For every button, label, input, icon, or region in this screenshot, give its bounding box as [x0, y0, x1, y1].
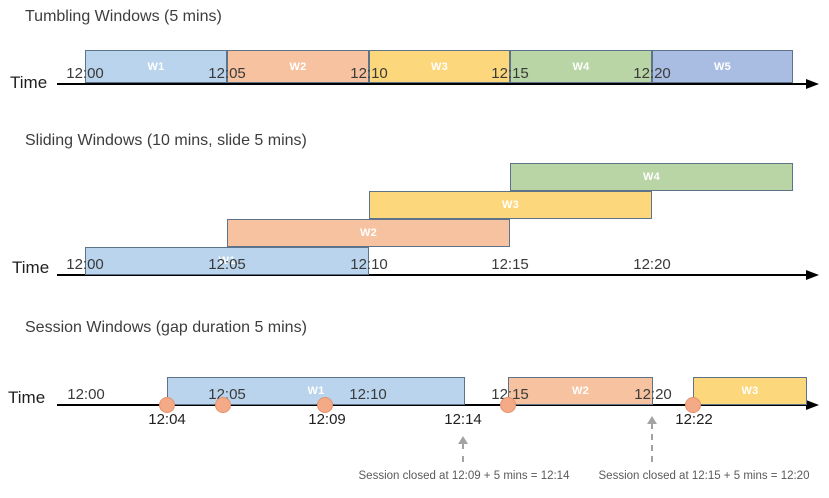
- session-close-annotation: Session closed at 12:15 + 5 mins = 12:20: [598, 470, 810, 482]
- tick-label: 12:20: [633, 65, 671, 82]
- dashed-up-arrow-line: [462, 443, 464, 462]
- time-axis-caption: Time: [12, 258, 50, 277]
- window-label: W1: [307, 385, 325, 397]
- event-time-label: 12:14: [444, 411, 482, 428]
- diagram-title: Tumbling Windows (5 mins): [25, 8, 222, 25]
- dashed-up-arrow-line: [651, 423, 653, 462]
- timeline-axis: [57, 404, 807, 406]
- event-dot: [159, 397, 175, 413]
- window-box-w1: W1: [85, 247, 369, 275]
- window-box-w5: W5: [652, 50, 793, 83]
- window-box-w3: W3: [369, 191, 652, 219]
- tick-label: 12:10: [349, 386, 387, 403]
- window-label: W4: [642, 171, 661, 183]
- diagram-title: Session Windows (gap duration 5 mins): [25, 319, 307, 336]
- tick-label: 12:05: [208, 65, 246, 82]
- window-box-w2: W2: [227, 50, 369, 83]
- event-time-label: 12:04: [148, 411, 186, 428]
- tick-label: 12:10: [350, 65, 388, 82]
- timeline-axis: [57, 83, 807, 85]
- axis-arrowhead-icon: [806, 270, 819, 280]
- window-box-w3: W3: [693, 377, 807, 405]
- window-label: W5: [713, 60, 732, 73]
- tick-label: 12:00: [66, 65, 104, 82]
- time-axis-caption: Time: [10, 73, 48, 92]
- event-dot: [685, 397, 701, 413]
- window-box-w2: W2: [508, 377, 653, 405]
- window-label: W3: [501, 199, 520, 211]
- axis-arrowhead-icon: [806, 79, 819, 89]
- window-label: W2: [359, 227, 378, 239]
- tick-label: 12:15: [491, 65, 529, 82]
- event-time-label: 12:22: [675, 411, 713, 428]
- window-label: W4: [572, 60, 590, 73]
- axis-arrowhead-icon: [806, 400, 819, 410]
- tick-label: 12:10: [350, 256, 388, 273]
- window-label: W2: [289, 60, 307, 73]
- timeline-axis: [57, 274, 807, 276]
- tick-label: 12:15: [491, 256, 529, 273]
- event-time-label: 12:09: [308, 411, 346, 428]
- tick-label: 12:00: [67, 386, 105, 403]
- event-dot: [317, 397, 333, 413]
- window-label: W1: [147, 60, 165, 73]
- dashed-up-arrow-icon: [458, 436, 468, 444]
- tick-label: 12:20: [633, 256, 671, 273]
- window-label: W3: [741, 385, 759, 397]
- window-label: W2: [571, 385, 590, 397]
- time-axis-caption: Time: [8, 388, 46, 407]
- dashed-up-arrow-icon: [647, 416, 657, 424]
- window-box-w2: W2: [227, 219, 510, 247]
- window-label: W3: [430, 60, 449, 73]
- session-close-annotation: Session closed at 12:09 + 5 mins = 12:14: [358, 470, 570, 482]
- event-dot: [500, 397, 516, 413]
- tick-label: 12:05: [208, 256, 246, 273]
- window-box-w4: W4: [510, 163, 793, 191]
- window-box-w4: W4: [510, 50, 652, 83]
- diagram-title: Sliding Windows (10 mins, slide 5 mins): [25, 132, 307, 149]
- window-box-w1: W1: [85, 50, 227, 83]
- tick-label: 12:15: [491, 386, 529, 403]
- event-dot: [215, 397, 231, 413]
- tick-label: 12:00: [66, 256, 104, 273]
- window-box-w3: W3: [369, 50, 510, 83]
- window-label: W1: [218, 255, 236, 267]
- tick-label: 12:20: [634, 386, 672, 403]
